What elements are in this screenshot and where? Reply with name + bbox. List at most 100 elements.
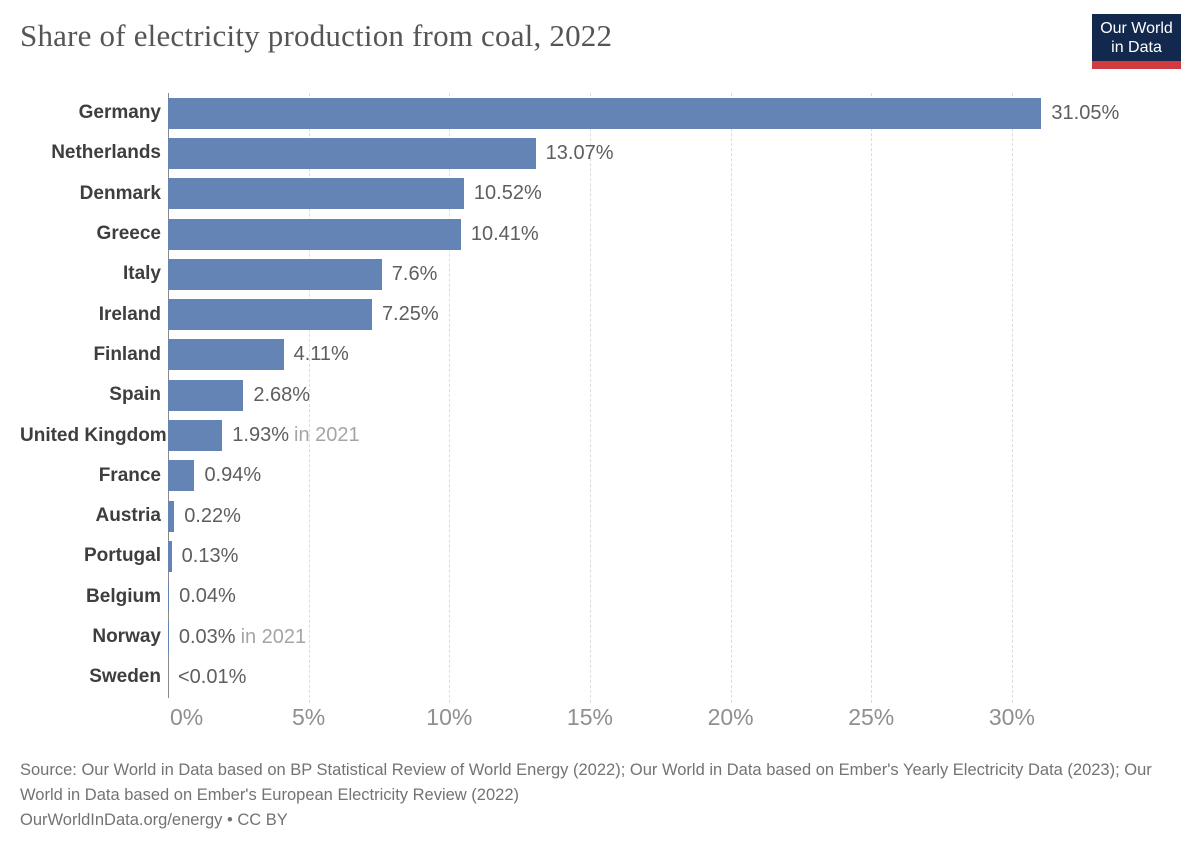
x-axis: 0% 5% 10% 15% 20% 25% 30% <box>20 704 1180 736</box>
x-tick-label: 25% <box>848 704 895 731</box>
bar[interactable] <box>168 137 536 169</box>
country-label: Austria <box>95 505 161 527</box>
value-label: 10.41% <box>470 222 539 245</box>
bar[interactable] <box>168 460 195 492</box>
gridline <box>730 93 732 703</box>
bar-area: 10.52% <box>168 174 1180 214</box>
owid-logo-line1: Our World <box>1100 20 1173 37</box>
country-label: Denmark <box>79 182 161 204</box>
value-label: 0.03% in 2021 <box>178 625 307 648</box>
x-tick-label: 15% <box>566 704 613 731</box>
value-label: 13.07% <box>545 141 614 164</box>
value-label: 10.52% <box>473 182 542 205</box>
bar-row: Portugal 0.13% <box>20 536 1180 576</box>
bar[interactable] <box>168 621 169 653</box>
value-label: 7.6% <box>391 262 438 285</box>
value-label: <0.01% <box>178 665 247 688</box>
gridline <box>449 93 451 703</box>
bar[interactable] <box>168 500 175 532</box>
value-label: 31.05% <box>1051 101 1120 124</box>
bar-area: 0.03% in 2021 <box>168 617 1180 657</box>
bar-chart: Germany 31.05% Netherlands 13.07% Denmark 10.… <box>20 93 1180 736</box>
bar-area: 10.41% <box>168 214 1180 254</box>
value-label: 0.94% <box>204 464 262 487</box>
owid-logo-red-bar <box>1092 61 1181 69</box>
bar[interactable] <box>168 218 461 250</box>
bar-row: Belgium 0.04% <box>20 577 1180 617</box>
bar[interactable] <box>168 97 1042 129</box>
x-tick-label: 20% <box>707 704 754 731</box>
value-note: in 2021 <box>294 424 360 447</box>
bar[interactable] <box>168 540 172 572</box>
x-tick-label: 5% <box>292 704 326 731</box>
bar[interactable] <box>168 339 284 371</box>
gridline <box>1011 93 1013 703</box>
bar-area: 1.93% in 2021 <box>168 415 1180 455</box>
value-label: 0.04% <box>179 585 236 608</box>
bar-row: Netherlands 13.07% <box>20 133 1180 173</box>
value-label: 2.68% <box>253 383 311 406</box>
x-tick-label: 0% <box>170 704 204 731</box>
bar-area: 0.04% <box>168 577 1180 617</box>
bar-area: 4.11% <box>168 335 1180 375</box>
x-tick-label: 30% <box>988 704 1035 731</box>
gridline <box>308 93 310 703</box>
value-label: 4.11% <box>293 343 349 366</box>
bar[interactable] <box>168 420 223 452</box>
country-label: Norway <box>92 626 161 647</box>
bar-row: France 0.94% <box>20 456 1180 496</box>
bar-row: Norway 0.03% in 2021 <box>20 617 1180 657</box>
country-label: France <box>98 464 161 486</box>
bar-area: <0.01% <box>168 657 1180 697</box>
bar[interactable] <box>168 581 170 613</box>
bar-row: Austria 0.22% <box>20 496 1180 536</box>
bar-row: Greece 10.41% <box>20 214 1180 254</box>
owid-logo-text: Our World in Data <box>1092 14 1181 61</box>
bar-area: 13.07% <box>168 133 1180 173</box>
bar-row: Italy 7.6% <box>20 254 1180 294</box>
license-note: OurWorldInData.org/energy • CC BY <box>20 811 288 830</box>
bar[interactable] <box>168 299 372 331</box>
bar[interactable] <box>168 178 464 210</box>
bar-area: 7.6% <box>168 254 1180 294</box>
value-label: 0.13% <box>181 544 239 567</box>
owid-logo-line2: in Data <box>1111 39 1162 56</box>
bar-rows: Germany 31.05% Netherlands 13.07% Denmark 10.… <box>20 93 1180 697</box>
gridline <box>589 93 591 703</box>
page-title: Share of electricity production from coa… <box>20 18 613 53</box>
value-note: in 2021 <box>240 625 307 648</box>
bar-area: 0.94% <box>168 456 1180 496</box>
value-label: 7.25% <box>381 303 439 326</box>
country-label: Italy <box>122 263 161 285</box>
bar-row: Sweden <0.01% <box>20 657 1180 697</box>
bar[interactable] <box>168 379 244 411</box>
bar-row: Denmark 10.52% <box>20 174 1180 214</box>
bar[interactable] <box>168 258 382 290</box>
bar-row: United Kingdom 1.93% in 2021 <box>20 415 1180 455</box>
chart-footer: Source: Our World in Data based on BP St… <box>20 758 1180 833</box>
bar-area: 2.68% <box>168 375 1180 415</box>
country-label: United Kingdom <box>20 424 167 446</box>
value-label: 1.93% in 2021 <box>232 424 360 447</box>
country-label: Sweden <box>89 666 161 688</box>
bar-area: 31.05% <box>168 93 1180 133</box>
value-label: 0.22% <box>184 504 241 527</box>
bar-row: Germany 31.05% <box>20 93 1180 133</box>
country-label: Belgium <box>86 585 161 607</box>
bar-area: 0.13% <box>168 536 1180 576</box>
bar-area: 7.25% <box>168 294 1180 334</box>
country-label: Germany <box>78 102 161 124</box>
country-label: Portugal <box>83 545 161 567</box>
gridline <box>871 93 873 703</box>
country-label: Ireland <box>98 303 161 325</box>
bar-row: Finland 4.11% <box>20 335 1180 375</box>
country-label: Greece <box>96 223 161 245</box>
chart-header: Share of electricity production from coa… <box>0 0 1200 69</box>
source-note: Source: Our World in Data based on BP St… <box>20 761 1152 805</box>
country-label: Netherlands <box>51 142 161 164</box>
country-label: Spain <box>109 384 161 406</box>
bar-row: Spain 2.68% <box>20 375 1180 415</box>
country-label: Finland <box>93 343 161 365</box>
x-tick-label: 10% <box>426 704 473 731</box>
bar-row: Ireland 7.25% <box>20 294 1180 334</box>
